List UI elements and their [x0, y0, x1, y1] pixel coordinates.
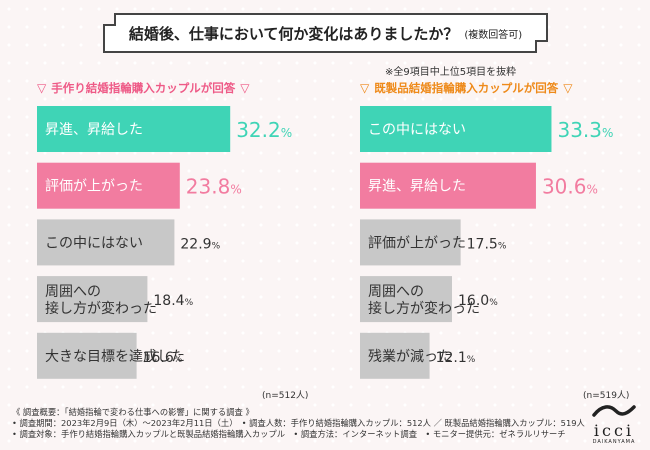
title-corner	[535, 40, 548, 53]
title-box: 結婚後、仕事において何か変化はありましたか？ (複数回答可)	[103, 13, 548, 53]
left-bar	[37, 219, 175, 266]
right-bar-label: この中にはない	[368, 122, 466, 138]
left-value-label: 22.9%	[180, 236, 220, 252]
title-note: (複数回答可)	[464, 29, 523, 41]
right-bar-label: 周囲への接し方が変わった	[368, 284, 480, 317]
left-panel-title: 手作り結婚指輪購入カップルが回答	[51, 81, 236, 95]
right-bar	[360, 106, 552, 152]
left-bar-label: 昇進、昇給した	[45, 122, 143, 138]
logo-text: icci	[593, 421, 635, 440]
right-panel-title: 既製品結婚指輪購入カップルが回答	[374, 81, 559, 95]
right-value-label: 33.3%	[557, 118, 613, 142]
triangle-down-icon: ▽	[37, 81, 47, 95]
right-value-label: 16.0%	[458, 293, 498, 309]
left-bar-label: 評価が上がった	[45, 179, 143, 195]
left-bar	[37, 276, 148, 323]
left-n-label: (n=512人)	[262, 391, 309, 401]
subset-note: ※全9項目中上位5項目を抜粋	[385, 67, 517, 78]
right-bar-label: 残業が減った	[368, 348, 452, 365]
right-bar	[360, 219, 461, 266]
footer-line: • 調査期間：2023年2月9日（木）～2023年2月11日（土） • 調査人数…	[12, 418, 585, 428]
right-panel-header: ▽ 既製品結婚指輪購入カップルが回答 ▽	[360, 80, 572, 96]
triangle-down-icon: ▽	[360, 81, 370, 95]
left-panel-header: ▽ 手作り結婚指輪購入カップルが回答 ▽	[37, 80, 249, 96]
right-value-label: 12.1%	[436, 350, 476, 366]
footer-line: 《 調査概要：「結婚指輪で変わる仕事への影響」に関する調査 》	[12, 407, 254, 417]
logo-wave-icon	[592, 405, 636, 417]
left-bar	[37, 332, 137, 379]
left-bar-label: 大きな目標を達成した	[45, 349, 185, 365]
left-bar	[37, 162, 180, 209]
right-bar	[360, 332, 430, 379]
right-bar	[360, 162, 536, 209]
left-value-label: 32.2%	[236, 118, 292, 142]
brand-logo: icci DAIKANYAMA	[586, 403, 642, 447]
left-value-label: 23.8%	[186, 175, 242, 199]
left-value-label: 16.6%	[143, 350, 183, 366]
right-bar	[360, 276, 452, 323]
footer-line: • 調査対象：手作り結婚指輪購入カップルと既製品結婚指輪購入カップル • 調査方…	[12, 429, 566, 439]
right-value-label: 17.5%	[467, 236, 507, 252]
right-n-label: (n=519人)	[583, 391, 630, 401]
triangle-down-icon: ▽	[563, 81, 573, 95]
left-bar-label: 周囲への接し方が変わった	[45, 284, 157, 317]
logo-subtext: DAIKANYAMA	[592, 439, 636, 445]
left-value-label: 18.4%	[153, 293, 193, 309]
survey-footer: 《 調査概要：「結婚指輪で変わる仕事への影響」に関する調査 》 • 調査期間：2…	[12, 407, 585, 440]
right-bar-label: 昇進、昇給した	[368, 179, 466, 195]
title-corner	[103, 13, 116, 26]
right-value-label: 30.6%	[542, 175, 598, 199]
right-bar-label: 評価が上がった	[368, 235, 466, 251]
left-bar-label: この中にはない	[45, 235, 143, 251]
triangle-down-icon: ▽	[240, 81, 250, 95]
page-title: 結婚後、仕事において何か変化はありましたか？	[128, 24, 459, 43]
left-bar	[37, 106, 231, 152]
